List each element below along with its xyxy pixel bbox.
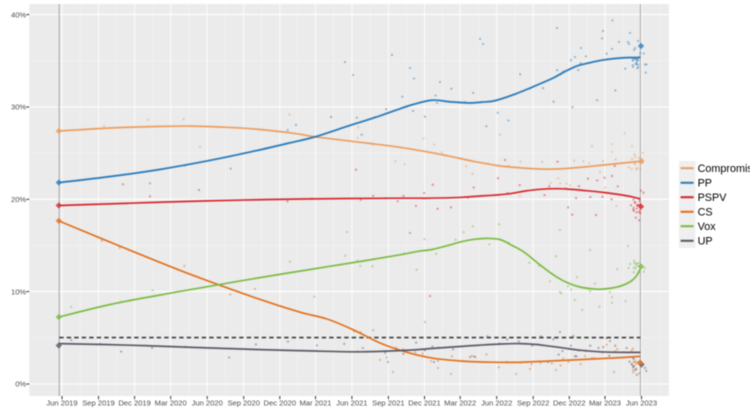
svg-text:Dec 2019: Dec 2019 (118, 398, 151, 407)
svg-text:PSPV: PSPV (698, 192, 728, 204)
svg-text:Dec 2022: Dec 2022 (553, 398, 586, 407)
svg-text:Jun 2022: Jun 2022 (481, 398, 512, 407)
svg-text:Mar 2020: Mar 2020 (155, 398, 187, 407)
svg-text:Sep 2021: Sep 2021 (372, 398, 405, 407)
svg-text:Mar 2021: Mar 2021 (299, 398, 331, 407)
svg-text:UP: UP (698, 236, 713, 248)
svg-text:Mar 2023: Mar 2023 (589, 398, 621, 407)
svg-text:40%: 40% (11, 10, 26, 19)
svg-text:Dec 2020: Dec 2020 (264, 398, 297, 407)
svg-text:20%: 20% (11, 195, 26, 204)
svg-text:PP: PP (698, 178, 712, 190)
svg-text:Jun 2019: Jun 2019 (46, 398, 77, 407)
svg-text:Mar 2022: Mar 2022 (444, 398, 476, 407)
svg-text:Compromis: Compromis (698, 163, 750, 175)
svg-text:Dec 2021: Dec 2021 (408, 398, 441, 407)
svg-text:Jun 2023: Jun 2023 (626, 398, 657, 407)
svg-text:Vox: Vox (698, 221, 717, 233)
svg-text:Sep 2020: Sep 2020 (227, 398, 260, 407)
svg-text:10%: 10% (11, 287, 26, 296)
svg-text:Sep 2019: Sep 2019 (82, 398, 115, 407)
svg-text:30%: 30% (11, 103, 26, 112)
svg-text:Jun 2021: Jun 2021 (336, 398, 367, 407)
svg-text:Sep 2022: Sep 2022 (517, 398, 550, 407)
svg-text:CS: CS (698, 207, 713, 219)
svg-text:Jun 2020: Jun 2020 (192, 398, 223, 407)
svg-text:0%: 0% (15, 380, 26, 389)
